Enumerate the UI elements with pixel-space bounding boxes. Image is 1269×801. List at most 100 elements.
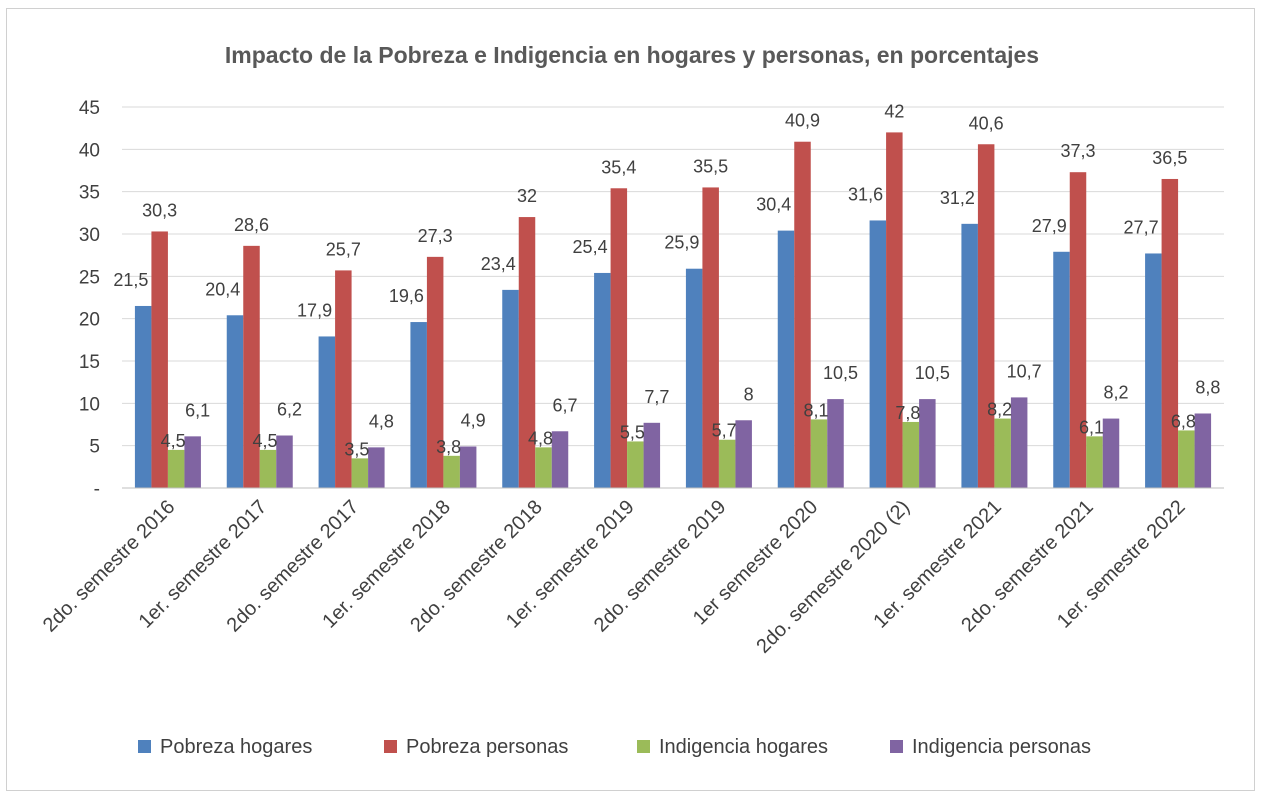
bar-indigencia-hogares	[810, 419, 828, 488]
legend-label: Indigencia personas	[912, 736, 1091, 758]
data-label: 8,1	[803, 400, 828, 420]
legend-swatch	[890, 740, 903, 753]
bar-pobreza-personas	[794, 141, 811, 489]
bar-pobreza-hogares	[685, 268, 703, 488]
data-label: 10,5	[915, 363, 950, 383]
data-label: 6,2	[277, 400, 302, 420]
bar-indigencia-hogares	[259, 449, 277, 488]
data-label: 40,9	[785, 111, 820, 131]
data-label: 35,5	[693, 156, 728, 176]
bar-indigencia-personas	[1010, 397, 1028, 488]
data-label: 35,4	[601, 157, 636, 177]
data-label: 3,8	[436, 437, 461, 457]
bar-pobreza-hogares	[318, 336, 336, 488]
bar-indigencia-hogares	[994, 418, 1011, 488]
data-label: 23,4	[481, 254, 516, 274]
bar-indigencia-hogares	[718, 439, 736, 488]
legend-swatch	[637, 740, 650, 753]
legend-label: Pobreza personas	[406, 736, 568, 758]
data-label: 10,7	[1007, 361, 1042, 381]
bar-pobreza-hogares	[502, 289, 519, 488]
legend: Pobreza hogares Pobreza personas Indigenci…	[138, 736, 1091, 758]
data-label: 3,5	[344, 439, 369, 459]
data-label: 25,4	[573, 237, 608, 257]
data-label: 4,8	[528, 428, 553, 448]
bar-indigencia-personas	[459, 446, 477, 488]
data-label: 27,7	[1124, 217, 1159, 237]
bar-indigencia-personas	[643, 422, 661, 488]
data-label: 6,1	[1079, 417, 1104, 437]
bar-pobreza-personas	[610, 188, 628, 488]
legend-swatch	[384, 740, 397, 753]
bars	[134, 132, 1212, 489]
data-label: 42	[884, 101, 904, 121]
bar-indigencia-personas	[551, 431, 569, 488]
y-tick-label: 20	[79, 310, 100, 331]
bar-pobreza-hogares	[594, 272, 611, 488]
data-label: 36,5	[1152, 148, 1187, 168]
bar-pobreza-hogares	[1053, 251, 1070, 488]
data-label: 17,9	[297, 300, 332, 320]
data-label: 4,9	[461, 411, 486, 431]
bar-indigencia-personas	[827, 399, 844, 488]
data-label: 10,5	[823, 363, 858, 383]
bar-pobreza-personas	[151, 231, 168, 488]
data-label: 37,3	[1060, 141, 1095, 161]
data-label: 7,7	[644, 387, 669, 407]
data-label: 28,6	[234, 215, 269, 235]
data-label: 27,3	[418, 226, 453, 246]
bar-pobreza-hogares	[410, 322, 427, 488]
x-tick-label: 2do. semestre 2020 (2)	[752, 496, 914, 658]
bar-pobreza-hogares	[1145, 253, 1162, 488]
bar-indigencia-hogares	[443, 455, 460, 488]
y-tick-label: 15	[79, 352, 100, 373]
data-label: 40,6	[969, 113, 1004, 133]
bar-indigencia-hogares	[902, 421, 920, 488]
data-label: 31,6	[848, 184, 883, 204]
y-tick-label: 35	[79, 183, 100, 204]
bar-indigencia-hogares	[627, 441, 644, 488]
bar-pobreza-personas	[977, 144, 995, 488]
bar-indigencia-personas	[276, 435, 293, 488]
data-label: 5,5	[620, 422, 645, 442]
bar-indigencia-hogares	[535, 447, 552, 488]
bar-pobreza-hogares	[869, 220, 887, 488]
y-tick-label: 45	[79, 98, 100, 119]
data-label: 20,4	[205, 279, 240, 299]
legend-swatch	[138, 740, 151, 753]
bar-pobreza-personas	[518, 217, 536, 489]
bar-indigencia-hogares	[1086, 436, 1103, 488]
data-label: 4,8	[369, 411, 394, 431]
bar-pobreza-personas	[1069, 172, 1087, 488]
y-tick-label: 10	[79, 394, 100, 415]
y-axis: - 5 10 15 20 25 30 35 40 45	[79, 98, 100, 500]
y-tick-label: 40	[79, 140, 100, 161]
chart-area	[6, 8, 1255, 791]
data-label: 31,2	[940, 188, 975, 208]
legend-label: Indigencia hogares	[659, 736, 828, 758]
data-label: 4,5	[252, 431, 277, 451]
data-label: 30,4	[756, 195, 791, 215]
y-tick-label: 30	[79, 225, 100, 246]
data-label: 6,1	[185, 400, 210, 420]
bar-pobreza-personas	[426, 256, 444, 488]
bar-pobreza-personas	[1161, 178, 1179, 488]
bar-indigencia-personas	[919, 399, 936, 488]
data-label: 25,7	[326, 239, 361, 259]
bar-indigencia-hogares	[351, 458, 369, 488]
bar-indigencia-hogares	[167, 449, 185, 488]
data-label: 8,8	[1195, 377, 1220, 397]
y-tick-label: -	[94, 479, 100, 500]
bar-indigencia-personas	[368, 447, 385, 488]
data-label: 7,8	[895, 403, 920, 423]
data-label: 21,5	[113, 270, 148, 290]
data-label: 8,2	[987, 400, 1012, 420]
data-label: 8,2	[1103, 383, 1128, 403]
bar-pobreza-personas	[243, 245, 260, 488]
data-label: 4,5	[161, 431, 186, 451]
data-label: 8	[744, 384, 754, 404]
data-label: 6,8	[1171, 411, 1196, 431]
data-label: 32	[517, 186, 537, 206]
